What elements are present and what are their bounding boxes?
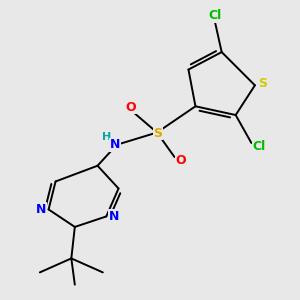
Text: O: O xyxy=(176,154,186,167)
Text: S: S xyxy=(258,77,267,90)
Text: S: S xyxy=(153,127,162,140)
Text: H: H xyxy=(102,132,111,142)
Text: O: O xyxy=(125,101,136,114)
Text: Cl: Cl xyxy=(253,140,266,153)
Text: N: N xyxy=(110,138,120,151)
Text: N: N xyxy=(109,210,119,223)
Text: Cl: Cl xyxy=(208,9,221,22)
Text: N: N xyxy=(36,203,46,216)
